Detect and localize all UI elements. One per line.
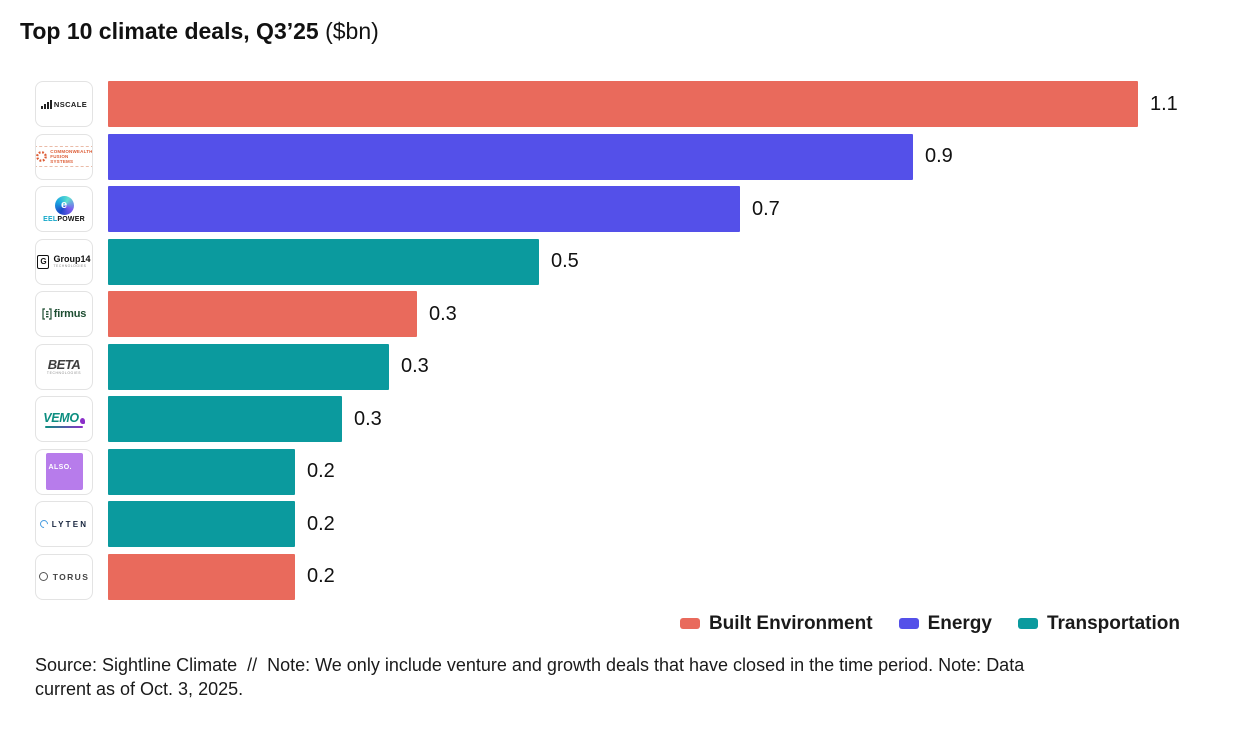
bar-value-label: 0.2	[307, 565, 335, 587]
bar-value-label: 0.2	[307, 460, 335, 482]
vemo-wordmark: VEMO	[43, 410, 79, 425]
lyten-arc-icon	[38, 518, 50, 530]
bar-torus	[108, 553, 295, 600]
also-wordmark: ALSO.	[48, 464, 72, 471]
bar-value-label: 0.3	[401, 355, 429, 377]
bar-value-label: 0.9	[925, 145, 953, 167]
legend-swatch-built-environment	[679, 618, 700, 629]
bar-beta	[108, 343, 389, 390]
bar-row-cfs: COMMONWEALTH FUSION SYSTEMS 0.9	[35, 133, 1242, 180]
bar-rows: NSCALE 1.1 COMMONWEALTH FUSION SYSTEMS	[35, 81, 1242, 600]
bar-value-label: 0.5	[551, 250, 579, 272]
bar-value-label: 0.7	[752, 197, 780, 220]
logo-commonwealth-fusion: COMMONWEALTH FUSION SYSTEMS	[35, 133, 93, 180]
bar-eelpower	[108, 186, 740, 232]
bar-also	[108, 448, 295, 495]
eelpower-eel: EEL	[43, 215, 58, 223]
group14-g-icon: G	[37, 254, 50, 269]
bar-row-group14: G Group14 TECHNOLOGIES 0.5	[35, 238, 1242, 285]
logo-eelpower: e EELPOWER	[35, 186, 93, 232]
bar-value-label: 1.1	[1150, 92, 1178, 115]
logo-nscale: NSCALE	[35, 81, 93, 127]
torus-wordmark: TORUS	[52, 571, 90, 582]
eelpower-wordmark: EELPOWER	[43, 216, 85, 223]
cfs-sunburst-icon	[36, 151, 48, 162]
bar-commonwealth-fusion	[108, 133, 913, 180]
vemo-swoosh-icon	[45, 425, 83, 428]
beta-wordmark: BETA	[47, 356, 81, 372]
torus-ring-icon	[38, 572, 48, 581]
bar-nscale	[108, 81, 1138, 127]
source-note-line2: current as of Oct. 3, 2025.	[35, 678, 244, 699]
logo-torus: TORUS	[35, 553, 93, 600]
logo-also: ALSO.	[35, 448, 93, 495]
logo-firmus: firmus	[35, 291, 93, 337]
bar-row-also: ALSO. 0.2	[35, 448, 1242, 495]
bar-value-label: 0.3	[429, 302, 457, 325]
title-unit: ($bn)	[318, 18, 379, 44]
bar-row-nscale: NSCALE 1.1	[35, 81, 1242, 127]
bar-value-label: 0.2	[307, 512, 335, 535]
legend-swatch-energy	[898, 618, 919, 629]
bar-vemo	[108, 396, 342, 442]
vemo-figure-icon	[79, 417, 85, 424]
bar-group14	[108, 238, 539, 285]
cfs-line2: FUSION SYSTEMS	[50, 154, 74, 164]
title-main: Top 10 climate deals, Q3’25	[20, 18, 319, 44]
logo-lyten: LYTEN	[35, 501, 93, 547]
bar-lyten	[108, 501, 295, 547]
legend-label: Transportation	[1046, 612, 1180, 634]
eelpower-power: POWER	[57, 215, 85, 223]
bar-row-firmus: firmus 0.3	[35, 291, 1242, 337]
logo-vemo: VEMO	[35, 396, 93, 442]
bar-row-eelpower: e EELPOWER 0.7	[35, 186, 1242, 232]
eelpower-swirl-icon: e	[54, 195, 74, 215]
bar-row-lyten: LYTEN 0.2	[35, 501, 1242, 547]
source-note-line1: Source: Sightline Climate // Note: We on…	[35, 654, 1025, 675]
beta-subtext: TECHNOLOGIES	[46, 371, 82, 376]
also-square-icon: ALSO.	[45, 453, 83, 490]
group14-subtext: TECHNOLOGIES	[53, 263, 87, 268]
legend-item-energy: Energy	[898, 612, 992, 635]
group14-wordmark: Group14	[53, 253, 91, 264]
bar-row-vemo: VEMO 0.3	[35, 396, 1242, 442]
legend: Built Environment Energy Transportation	[0, 613, 1180, 635]
legend-item-transportation: Transportation	[1017, 612, 1180, 635]
firmus-wordmark: firmus	[53, 308, 87, 320]
logo-beta-technologies: BETA TECHNOLOGIES	[35, 343, 93, 390]
cfs-wordmark: COMMONWEALTH FUSION SYSTEMS	[50, 149, 92, 164]
lyten-wordmark: LYTEN	[51, 519, 89, 529]
page-title: Top 10 climate deals, Q3’25 ($bn)	[0, 0, 1242, 46]
legend-label: Built Environment	[708, 612, 873, 634]
firmus-bracket-icon	[42, 308, 52, 320]
bar-firmus	[108, 291, 417, 337]
source-note: Source: Sightline Climate // Note: We on…	[35, 653, 1227, 701]
nscale-wordmark: NSCALE	[53, 99, 88, 109]
bar-row-beta: BETA TECHNOLOGIES 0.3	[35, 343, 1242, 390]
legend-swatch-transportation	[1017, 618, 1038, 629]
logo-group14: G Group14 TECHNOLOGIES	[35, 238, 93, 285]
bar-chart: NSCALE 1.1 COMMONWEALTH FUSION SYSTEMS	[35, 81, 1242, 600]
legend-label: Energy	[927, 612, 992, 634]
cfs-line1: COMMONWEALTH	[50, 149, 93, 154]
nscale-bars-icon	[40, 99, 52, 109]
bar-value-label: 0.3	[354, 407, 382, 430]
bar-row-torus: TORUS 0.2	[35, 553, 1242, 600]
legend-item-built-environment: Built Environment	[679, 612, 873, 635]
